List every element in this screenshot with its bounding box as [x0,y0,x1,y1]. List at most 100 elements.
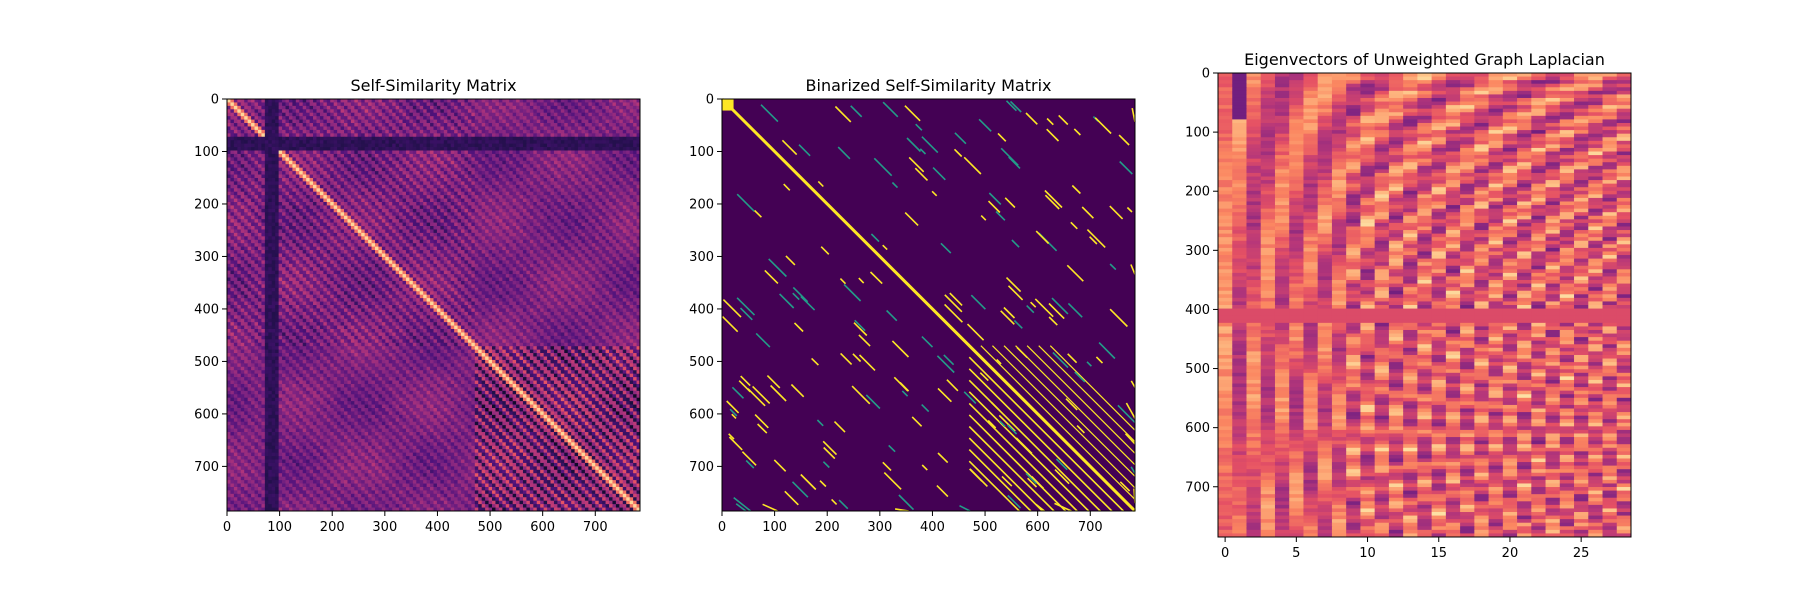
heatmap-cell [357,140,362,145]
heatmap-cell [622,188,627,193]
heatmap-cell [626,126,631,131]
heatmap-cell [560,174,565,179]
heatmap-cell [371,133,376,138]
heatmap-cell [464,229,469,234]
heatmap-cell [381,157,386,162]
heatmap-cell [602,191,606,196]
heatmap-cell [609,129,613,134]
heatmap-cell [374,119,379,124]
heatmap-cell [399,147,403,151]
heatmap-cell [550,119,555,124]
heatmap-cell [237,167,242,172]
heatmap-cell [381,205,386,210]
heatmap-cell [388,236,393,241]
heatmap-cell [571,119,576,124]
heatmap-cell [261,164,266,169]
heatmap-cell [502,109,507,114]
heatmap-cell [361,195,366,199]
heatmap-cell [591,181,596,186]
heatmap-cell [553,171,558,175]
heatmap-cell [302,150,307,155]
heatmap-cell [385,195,390,199]
heatmap-cell [457,188,462,193]
heatmap-cell [295,133,300,138]
heatmap-cell [440,164,445,169]
heatmap-cell [405,99,410,103]
heatmap-cell [357,184,362,189]
heatmap-cell [571,205,576,210]
heatmap-cell [402,153,407,158]
heatmap-cell [350,136,355,141]
heatmap-cell [571,112,576,117]
heatmap-cell [278,174,283,179]
heatmap-cell [233,143,238,148]
heatmap-cell [313,174,317,179]
heatmap-cell [581,126,586,131]
heatmap-cell [264,123,269,127]
heatmap-cell [350,195,355,199]
heatmap-cell [344,109,348,114]
heatmap-cell [505,229,510,234]
heatmap-cell [295,226,300,230]
heatmap-cell [485,157,489,162]
heatmap-cell [574,140,579,145]
heatmap-cell [550,198,555,203]
heatmap-cell [385,236,390,241]
heatmap-cell [464,157,469,162]
heatmap-cell [454,116,458,120]
heatmap-cell [526,119,531,124]
heatmap-cell [447,140,452,145]
heatmap-cell [492,212,496,217]
heatmap-cell [467,136,472,141]
heatmap-cell [347,102,352,107]
heatmap-cell [306,215,310,220]
heatmap-cell [540,133,545,138]
heatmap-cell [571,236,576,241]
heatmap-cell [374,198,379,203]
heatmap-cell [416,229,421,234]
heatmap-cell [405,188,410,193]
heatmap-cell [257,105,262,110]
heatmap-cell [550,232,555,237]
heatmap-cell [381,140,386,145]
heatmap-cell [412,177,417,182]
heatmap-cell [636,236,641,241]
heatmap-cell [471,102,476,107]
heatmap-cell [609,123,613,127]
heatmap-cell [512,167,517,172]
heatmap-cell [288,232,293,237]
heatmap-cell [333,198,338,203]
heatmap-cell [309,126,314,131]
heatmap-cell [240,153,245,158]
heatmap-cell [612,167,617,172]
heatmap-cell [340,140,345,145]
heatmap-cell [457,219,462,223]
heatmap-cell [615,208,620,213]
heatmap-cell [426,109,431,114]
heatmap-cell [512,105,517,110]
heatmap-cell [416,167,421,172]
heatmap-cell [381,126,386,131]
heatmap-cell [354,109,359,114]
heatmap-cell [333,232,338,237]
heatmap-cell [347,181,352,186]
heatmap-cell [529,167,534,172]
heatmap-cell [450,184,455,189]
heatmap-cell [578,136,582,141]
heatmap-cell [619,174,624,179]
heatmap-cell [295,215,300,220]
heatmap-cell [378,164,383,169]
heatmap-cell [313,239,317,244]
heatmap-cell [574,129,579,134]
heatmap-cell [257,181,262,186]
heatmap-cell [609,143,613,148]
heatmap-cell [519,143,524,148]
heatmap-cell [436,226,441,230]
heatmap-cell [588,191,593,196]
heatmap-cell [381,153,386,158]
heatmap-cell [227,191,231,196]
heatmap-cell [316,205,321,210]
heatmap-cell [323,116,328,120]
heatmap-cell [337,102,341,107]
heatmap-cell [357,123,362,127]
